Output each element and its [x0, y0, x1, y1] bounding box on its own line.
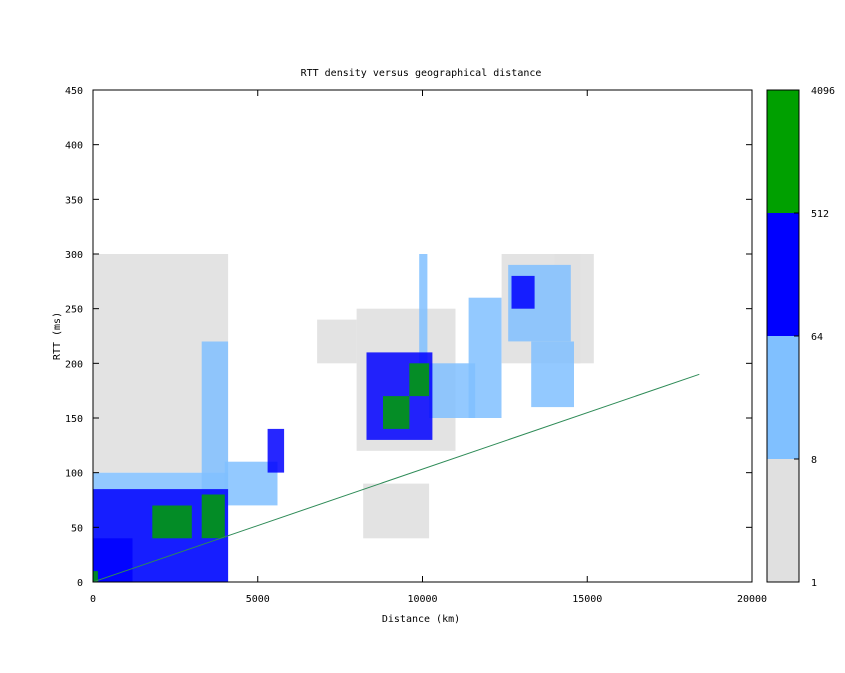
colorbar-tick-label: 1 [811, 578, 817, 589]
heatmap-cells [93, 254, 594, 582]
colorbar-segment-1 [767, 336, 799, 459]
density-cell-21 [511, 275, 535, 309]
colorbar-tick-label: 8 [811, 455, 817, 466]
x-tick-label: 0 [90, 594, 96, 605]
color-scale-bar: 1 8 64 512 4096 [766, 86, 835, 589]
density-cell-3 [201, 494, 225, 539]
x-tick-label: 20000 [737, 594, 767, 605]
colorbar-segment-2 [767, 213, 799, 336]
density-cell-9 [267, 428, 285, 473]
x-tick-label: 15000 [572, 594, 602, 605]
y-tick-label: 350 [65, 195, 83, 206]
reference-line-layer [92, 373, 700, 583]
x-axis-ticks: 0 5000 10000 15000 20000 [90, 90, 767, 605]
chart-title: RTT density versus geographical distance [301, 68, 542, 79]
density-cell-18 [468, 297, 502, 418]
y-tick-label: 0 [77, 578, 83, 589]
density-cell-22 [531, 341, 574, 408]
density-cell-6 [93, 571, 98, 582]
y-tick-label: 50 [71, 523, 83, 534]
y-tick-label: 300 [65, 250, 83, 261]
density-cell-15 [419, 254, 428, 364]
density-cell-4 [152, 505, 192, 539]
y-tick-label: 400 [65, 141, 83, 152]
density-cell-14 [409, 363, 430, 397]
x-axis-label: Distance (km) [382, 614, 460, 625]
y-axis-label: RTT (ms) [52, 312, 63, 360]
density-cell-16 [363, 483, 430, 539]
density-cell-13 [383, 396, 410, 429]
y-tick-label: 150 [65, 414, 83, 425]
y-tick-label: 100 [65, 469, 83, 480]
colorbar-segment-3 [767, 90, 799, 213]
density-cell-7 [201, 341, 229, 495]
y-tick-label: 200 [65, 359, 83, 370]
reference-line [92, 373, 700, 583]
x-tick-label: 10000 [407, 594, 437, 605]
x-tick-label: 5000 [246, 594, 270, 605]
y-tick-label: 450 [65, 86, 83, 97]
density-cell-17 [429, 363, 476, 418]
colorbar-tick-label: 512 [811, 209, 829, 220]
y-tick-label: 250 [65, 305, 83, 316]
y-axis-ticks: 0 50 100 150 200 250 300 350 400 450 [65, 86, 752, 589]
colorbar-segment-0 [767, 459, 799, 582]
density-cell-10 [317, 319, 357, 364]
colorbar-tick-label: 4096 [811, 86, 835, 97]
colorbar-tick-label: 64 [811, 332, 823, 343]
